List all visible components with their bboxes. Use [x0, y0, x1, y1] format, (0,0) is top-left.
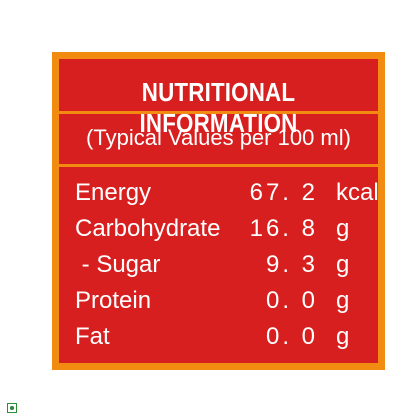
nutrient-value: 0. 0: [265, 323, 318, 350]
title-divider: [59, 111, 378, 114]
nutrient-unit: g: [336, 251, 350, 278]
nutrient-label: Carbohydrate: [75, 215, 221, 242]
nutrient-unit: kcal: [336, 179, 379, 206]
subtitle-divider: [59, 164, 378, 167]
nutrient-row-protein: Protein 0. 0 g: [59, 283, 378, 319]
nutrient-row-energy: Energy 67. 2 kcal: [59, 175, 379, 211]
nutrient-value: 16. 8: [249, 215, 318, 242]
nutrient-unit: g: [336, 287, 350, 314]
nutrient-value: 67. 2: [249, 179, 318, 206]
nutrient-label: - Sugar: [75, 251, 161, 278]
nutrient-unit: g: [336, 215, 350, 242]
nutrient-label: Energy: [75, 179, 152, 206]
nutrient-list: Energy 67. 2 kcal Carbohydrate 16. 8 g -…: [59, 175, 379, 355]
veg-mark-icon: [7, 403, 17, 413]
nutrient-row-sugar: - Sugar 9. 3 g: [59, 247, 378, 283]
panel-subtitle: (Typical Values per 100 ml): [86, 125, 351, 150]
nutrient-label: Protein: [75, 287, 152, 314]
veg-mark-dot: [10, 406, 14, 410]
nutrient-row-fat: Fat 0. 0 g: [59, 319, 378, 355]
nutrient-unit: g: [336, 323, 350, 350]
nutrient-label: Fat: [75, 323, 110, 350]
nutrition-label: NUTRITIONAL INFORMATION (Typical Values …: [52, 52, 385, 370]
nutrient-value: 0. 0: [265, 287, 318, 314]
nutrient-value: 9. 3: [265, 251, 318, 278]
nutrition-panel: NUTRITIONAL INFORMATION (Typical Values …: [59, 59, 379, 363]
nutrient-row-carbohydrate: Carbohydrate 16. 8 g: [59, 211, 378, 247]
